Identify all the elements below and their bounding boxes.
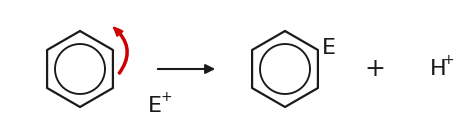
FancyArrowPatch shape [114,28,128,74]
Text: E: E [148,96,162,116]
Text: +: + [443,53,455,67]
Text: H: H [430,59,447,79]
Text: +: + [161,90,173,104]
Text: +: + [365,57,385,81]
Text: E: E [322,38,336,58]
